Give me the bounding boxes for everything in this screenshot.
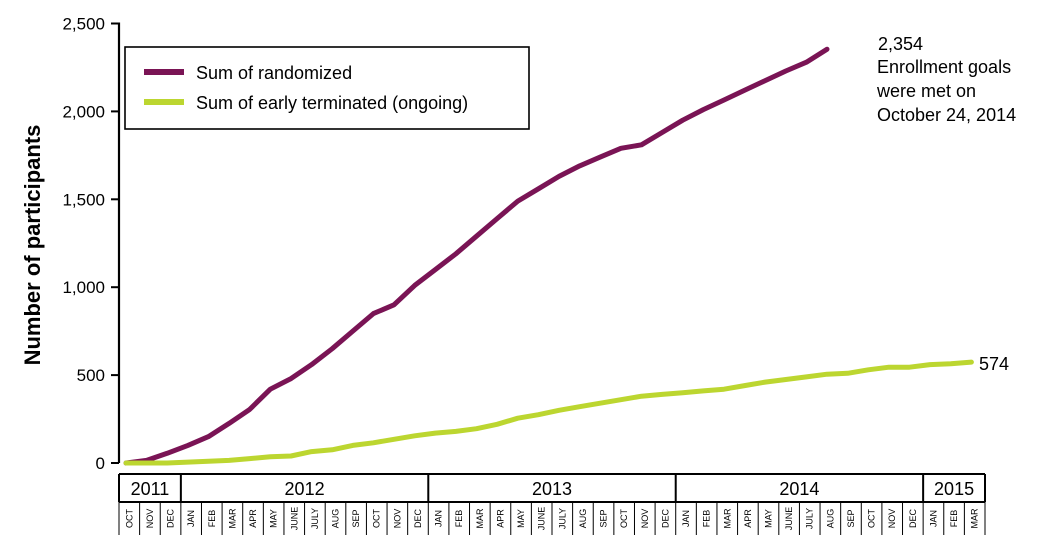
month-label: JULY [310,508,320,529]
month-label: JAN [929,510,939,527]
y-tick-label: 2,500 [62,15,105,34]
series-line-terminated [123,359,974,466]
year-label: 2013 [532,479,572,499]
month-label: OCT [619,509,629,529]
month-label: MAR [970,508,980,529]
year-label: 2015 [934,479,974,499]
month-label: DEC [413,509,423,529]
series-lines [123,46,974,466]
legend-label-randomized: Sum of randomized [196,63,352,83]
legend-box [124,46,530,130]
month-label: DEC [660,509,670,529]
x-axis-calendar: 2011 2012 2013 2014 2015 OCT NOV DEC JAN FEB MAR AP… [118,473,986,535]
month-label: MAR [475,508,485,529]
month-label: NOV [145,509,155,529]
month-label: SEP [599,509,609,527]
month-label: NOV [640,509,650,529]
month-label: MAY [269,509,279,528]
month-label: JUNE [289,507,299,531]
month-label: SEP [846,509,856,527]
month-label: FEB [702,510,712,528]
month-label: APR [743,509,753,528]
month-label: AUG [578,509,588,529]
legend-label-terminated: Sum of early terminated (ongoing) [196,93,468,113]
year-label: 2012 [285,479,325,499]
y-tick-label: 1,500 [62,190,105,209]
year-label: 2011 [131,479,170,499]
legend: Sum of randomized Sum of early terminate… [124,46,530,130]
month-label: AUG [825,509,835,529]
month-label: MAR [227,508,237,529]
terminated-end-label: 574 [979,354,1009,374]
month-label: APR [496,509,506,528]
y-axis: 0 500 1,000 1,500 2,000 2,500 [62,15,121,473]
month-label: JULY [805,508,815,529]
y-tick-label: 0 [96,454,105,473]
month-label: JAN [681,510,691,527]
month-label: OCT [372,509,382,529]
y-tick-label: 500 [77,366,105,385]
randomized-end-label: 2,354 [878,34,923,54]
y-axis-title: Number of participants [20,125,45,366]
month-label: MAR [722,508,732,529]
month-label: OCT [867,509,877,529]
month-label: APR [248,509,258,528]
month-label: NOV [392,509,402,529]
month-label: OCT [124,509,134,529]
y-tick-label: 1,000 [62,278,105,297]
month-label: JUNE [537,507,547,531]
goal-note-line2: were met on [876,81,976,101]
year-label: 2014 [779,479,819,499]
month-label: DEC [908,509,918,529]
month-label: AUG [331,509,341,529]
month-label: SEP [351,509,361,527]
series-line-randomized [123,46,830,466]
month-label: JAN [434,510,444,527]
month-label: MAY [516,509,526,528]
month-label: FEB [454,510,464,528]
goal-note-line3: October 24, 2014 [877,105,1016,125]
month-label: JULY [557,508,567,529]
month-label: FEB [207,510,217,528]
month-label: JUNE [784,507,794,531]
month-label: DEC [166,509,176,529]
month-label: JAN [186,510,196,527]
month-label: FEB [949,510,959,528]
month-label: MAY [764,509,774,528]
y-tick-label: 2,000 [62,102,105,121]
month-label: NOV [887,509,897,529]
goal-note-line1: Enrollment goals [877,57,1011,77]
